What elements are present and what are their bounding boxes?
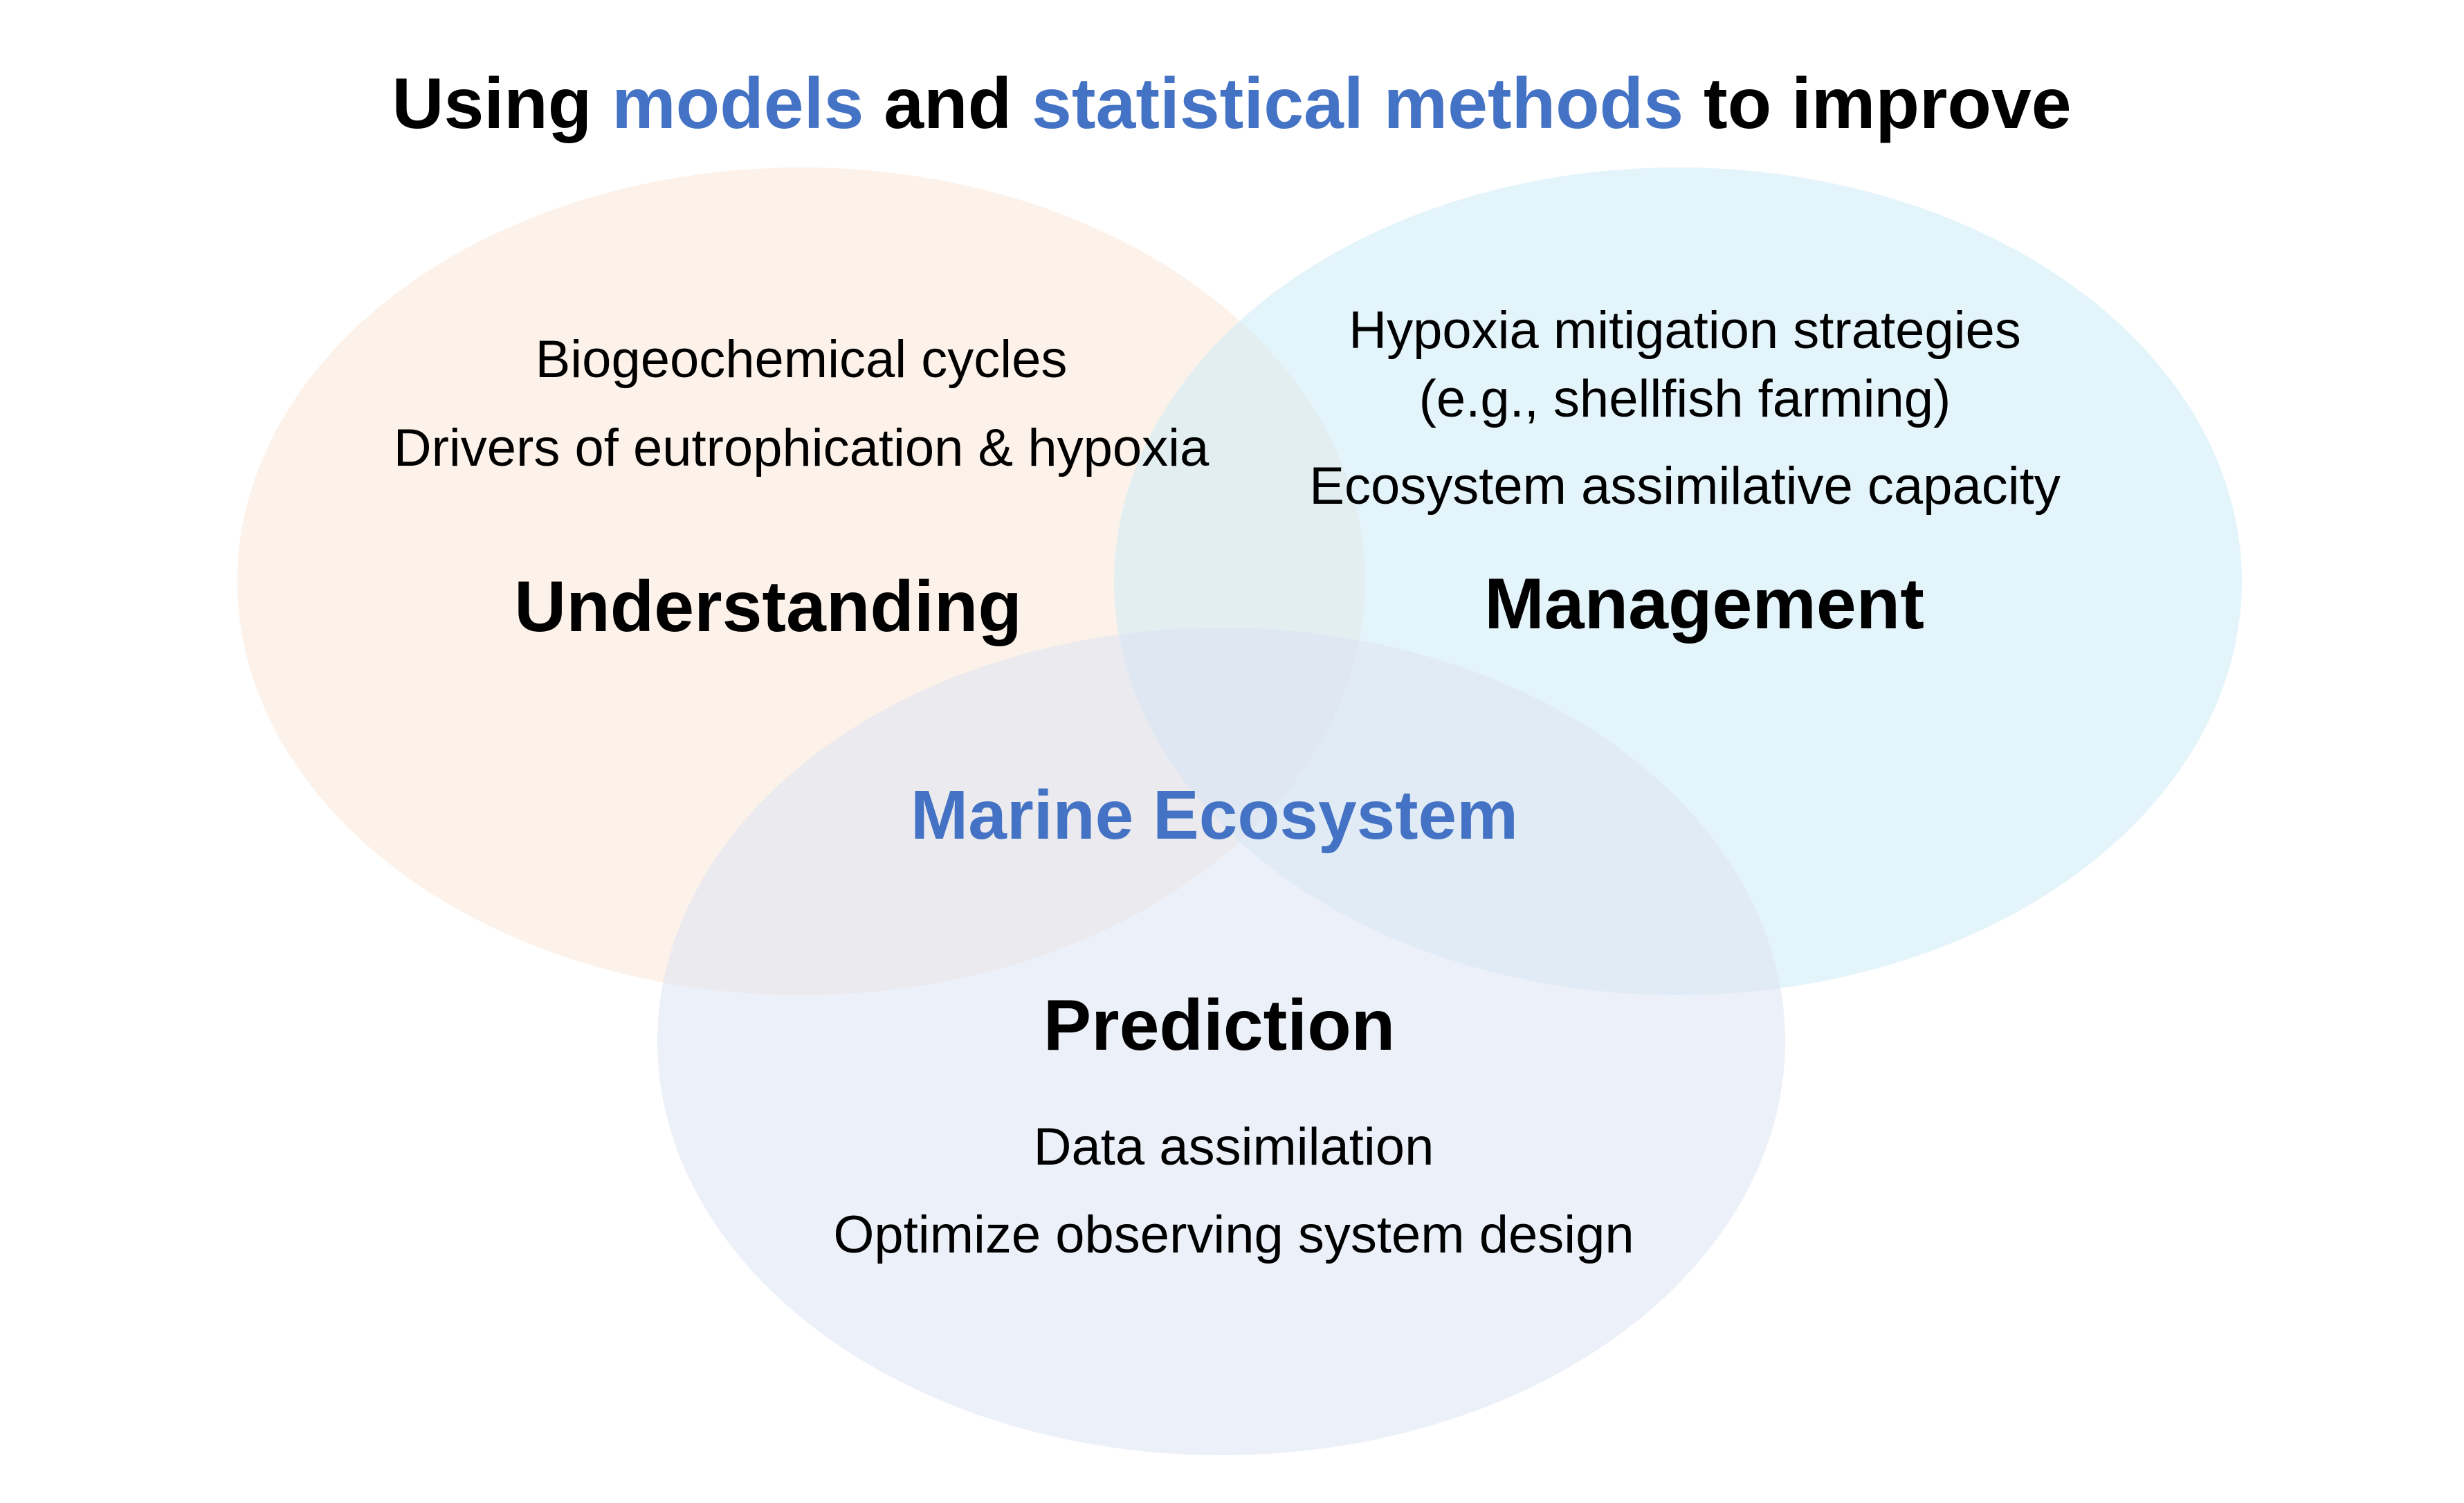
title-highlight-statistical-methods: statistical methods	[1032, 64, 1683, 144]
management-item-2: (e.g., shellfish farming)	[1419, 370, 1951, 428]
understanding-item-2: Drivers of eutrophication & hypoxia	[394, 419, 1210, 477]
understanding-heading: Understanding	[514, 567, 1022, 647]
management-item-3: Ecosystem assimilative capacity	[1309, 457, 2060, 516]
prediction-item-2: Optimize observing system design	[833, 1205, 1634, 1264]
understanding-item-1: Biogeochemical cycles	[536, 330, 1068, 389]
prediction-item-1: Data assimilation	[1034, 1118, 1434, 1176]
prediction-heading: Prediction	[1043, 985, 1396, 1066]
title-highlight-models: models	[612, 64, 864, 144]
prediction-ellipse	[657, 628, 1785, 1455]
management-item-1: Hypoxia mitigation strategies	[1349, 301, 2021, 360]
center-label: Marine Ecosystem	[911, 776, 1518, 854]
title-part-3: to improve	[1683, 64, 2072, 144]
diagram-title: Using models and statistical methods to …	[392, 64, 2071, 144]
management-heading: Management	[1484, 564, 1924, 644]
title-part-2: and	[864, 64, 1032, 144]
title-part-1: Using	[392, 64, 612, 144]
